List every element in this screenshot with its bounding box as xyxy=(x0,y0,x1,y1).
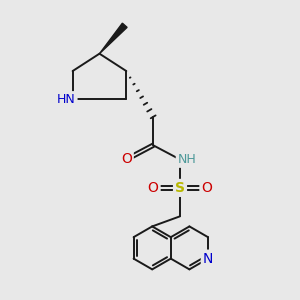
Text: NH: NH xyxy=(178,153,196,166)
Text: O: O xyxy=(148,181,159,195)
Text: N: N xyxy=(203,252,213,266)
Text: S: S xyxy=(175,181,185,195)
Text: O: O xyxy=(201,181,212,195)
Polygon shape xyxy=(100,23,127,54)
Text: HN: HN xyxy=(57,93,76,106)
Text: O: O xyxy=(121,152,132,167)
